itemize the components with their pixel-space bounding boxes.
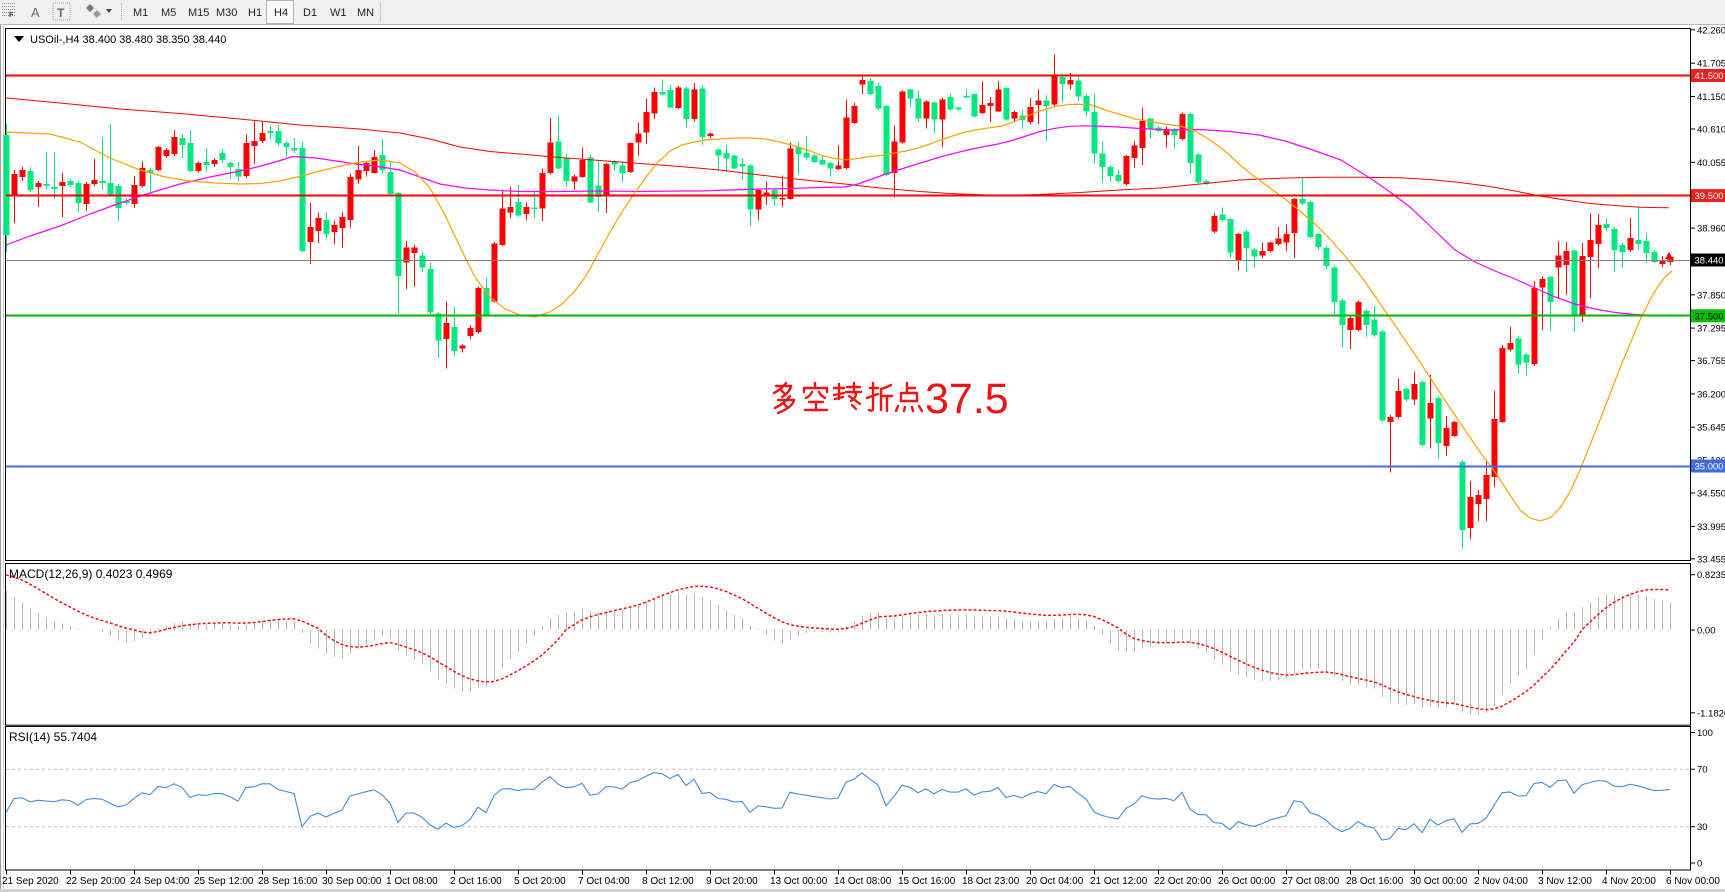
svg-text:33.995: 33.995 <box>1697 522 1725 533</box>
svg-text:26 Oct 00:00: 26 Oct 00:00 <box>1218 876 1276 887</box>
svg-text:0.00: 0.00 <box>1697 626 1716 637</box>
svg-text:5 Oct 20:00: 5 Oct 20:00 <box>514 876 566 887</box>
svg-text:3 Nov 12:00: 3 Nov 12:00 <box>1538 876 1592 887</box>
svg-text:22 Oct 20:00: 22 Oct 20:00 <box>1154 876 1212 887</box>
svg-text:2 Oct 16:00: 2 Oct 16:00 <box>450 876 502 887</box>
svg-text:41.150: 41.150 <box>1697 92 1725 103</box>
svg-text:35.000: 35.000 <box>1695 462 1724 473</box>
svg-text:30 Sep 00:00: 30 Sep 00:00 <box>322 876 382 887</box>
svg-text:0.8235: 0.8235 <box>1697 570 1725 581</box>
svg-text:M5: M5 <box>161 7 176 19</box>
svg-text:15 Oct 16:00: 15 Oct 16:00 <box>898 876 956 887</box>
svg-text:USOil-,H4 38.400 38.480 38.35: USOil-,H4 38.400 38.480 38.350 38.440 <box>30 34 226 46</box>
svg-text:41.500: 41.500 <box>1695 71 1724 82</box>
svg-text:F: F <box>9 12 14 19</box>
svg-text:30: 30 <box>1697 822 1708 833</box>
svg-text:36.200: 36.200 <box>1697 389 1725 400</box>
svg-text:36.755: 36.755 <box>1697 356 1725 367</box>
svg-text:21 Sep 2020: 21 Sep 2020 <box>2 876 59 887</box>
svg-text:28 Sep 16:00: 28 Sep 16:00 <box>258 876 318 887</box>
svg-text:MACD(12,26,9) 0.4023 0.4969: MACD(12,26,9) 0.4023 0.4969 <box>9 567 173 581</box>
svg-text:0: 0 <box>1697 859 1702 870</box>
svg-text:37.500: 37.500 <box>1695 311 1724 322</box>
svg-text:RSI(14) 55.7404: RSI(14) 55.7404 <box>9 730 97 744</box>
svg-text:25 Sep 12:00: 25 Sep 12:00 <box>194 876 254 887</box>
svg-text:14 Oct 08:00: 14 Oct 08:00 <box>834 876 892 887</box>
svg-text:M1: M1 <box>133 7 148 19</box>
svg-text:W1: W1 <box>330 7 347 19</box>
svg-text:M30: M30 <box>216 7 237 19</box>
svg-text:37.295: 37.295 <box>1697 324 1725 335</box>
svg-text:40.055: 40.055 <box>1697 158 1725 169</box>
svg-text:9 Oct 20:00: 9 Oct 20:00 <box>706 876 758 887</box>
svg-text:MN: MN <box>357 7 374 19</box>
svg-text:42.260: 42.260 <box>1697 25 1725 36</box>
svg-text:100: 100 <box>1697 728 1713 739</box>
svg-text:T: T <box>57 6 65 20</box>
svg-text:33.455: 33.455 <box>1697 554 1725 565</box>
svg-text:H4: H4 <box>274 7 288 19</box>
svg-text:7 Oct 04:00: 7 Oct 04:00 <box>578 876 630 887</box>
svg-text:27 Oct 08:00: 27 Oct 08:00 <box>1282 876 1340 887</box>
svg-text:4 Nov 20:00: 4 Nov 20:00 <box>1602 876 1656 887</box>
svg-text:38.440: 38.440 <box>1695 256 1724 267</box>
svg-text:35.645: 35.645 <box>1697 423 1725 434</box>
svg-text:38.960: 38.960 <box>1697 224 1725 235</box>
svg-text:39.500: 39.500 <box>1695 191 1724 202</box>
svg-text:24 Sep 04:00: 24 Sep 04:00 <box>130 876 190 887</box>
svg-text:18 Oct 23:00: 18 Oct 23:00 <box>962 876 1020 887</box>
svg-text:D1: D1 <box>303 7 317 19</box>
svg-text:37.850: 37.850 <box>1697 290 1725 301</box>
svg-text:37.5: 37.5 <box>925 375 1009 423</box>
svg-text:21 Oct 12:00: 21 Oct 12:00 <box>1090 876 1148 887</box>
svg-text:A: A <box>31 5 40 20</box>
svg-text:1 Oct 08:00: 1 Oct 08:00 <box>386 876 438 887</box>
svg-text:-1.1826: -1.1826 <box>1697 708 1725 719</box>
svg-text:M15: M15 <box>188 7 209 19</box>
svg-text:2 Nov 04:00: 2 Nov 04:00 <box>1474 876 1528 887</box>
svg-text:40.610: 40.610 <box>1697 125 1725 136</box>
svg-text:8 Oct 12:00: 8 Oct 12:00 <box>642 876 694 887</box>
svg-text:34.550: 34.550 <box>1697 489 1725 500</box>
svg-text:41.705: 41.705 <box>1697 59 1725 70</box>
svg-text:20 Oct 04:00: 20 Oct 04:00 <box>1026 876 1084 887</box>
svg-text:70: 70 <box>1697 765 1708 776</box>
svg-text:13 Oct 00:00: 13 Oct 00:00 <box>770 876 828 887</box>
svg-text:22 Sep 20:00: 22 Sep 20:00 <box>66 876 126 887</box>
svg-text:28 Oct 16:00: 28 Oct 16:00 <box>1346 876 1404 887</box>
svg-text:H1: H1 <box>248 7 262 19</box>
svg-text:30 Oct 00:00: 30 Oct 00:00 <box>1410 876 1468 887</box>
svg-text:6 Nov 00:00: 6 Nov 00:00 <box>1666 876 1720 887</box>
